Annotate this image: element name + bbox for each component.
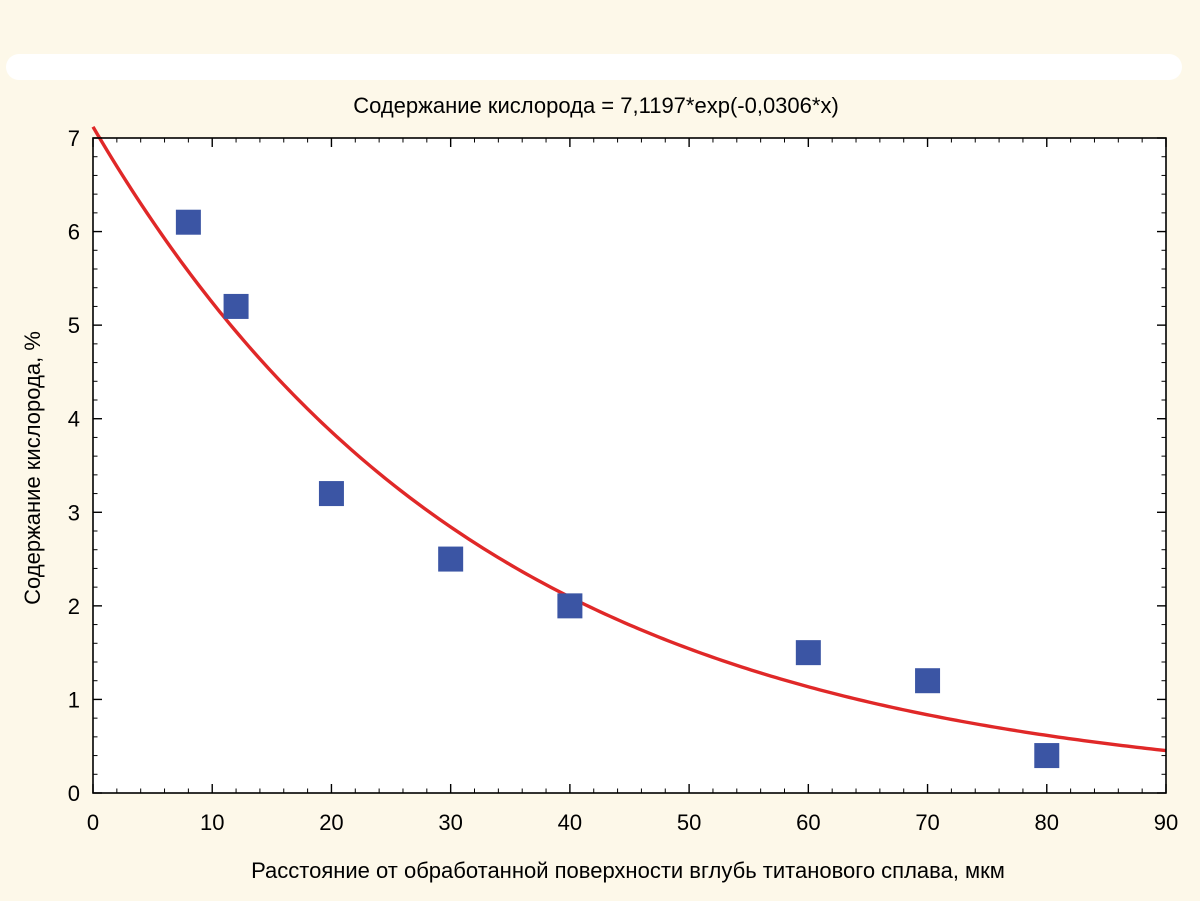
x-tick-label: 50 [677,810,701,835]
fit-layer [91,125,1167,753]
y-tick-label: 6 [68,220,80,245]
plot-frame [92,137,1167,794]
header-band [6,54,1182,80]
chart-title: Содержание кислорода = 7,1197*exp(-0,030… [353,93,839,118]
data-point [175,209,201,235]
y-axis-label: Содержание кислорода, % [20,331,45,605]
x-tick-label: 10 [200,810,224,835]
data-point [557,593,583,619]
x-tick-label: 70 [915,810,939,835]
data-point [915,668,941,694]
data-point [223,293,249,319]
x-tick-label: 0 [87,810,99,835]
x-tick-label: 20 [319,810,343,835]
x-tick-labels: 0 10 20 30 40 50 60 70 80 90 [87,810,1178,835]
y-tick-label: 0 [68,781,80,806]
x-tick-label: 40 [558,810,582,835]
data-point [795,640,821,666]
y-tick-label: 2 [68,594,80,619]
fit-curve [91,125,1167,753]
x-tick-label: 60 [796,810,820,835]
x-axis-label: Расстояние от обработанной поверхности в… [251,858,1005,883]
y-tick-label: 3 [68,500,80,525]
y-tick-labels: 0 1 2 3 4 5 6 7 [68,126,80,806]
y-tick-label: 1 [68,687,80,712]
x-tick-label: 30 [438,810,462,835]
plot-area [93,138,1166,793]
data-point [318,481,344,507]
y-tick-label: 7 [68,126,80,151]
points-layer [175,209,1060,769]
data-point [1034,743,1060,769]
y-tick-label: 4 [68,407,80,432]
data-point [438,546,464,572]
x-tick-label: 80 [1035,810,1059,835]
y-tick-label: 5 [68,313,80,338]
x-tick-label: 90 [1154,810,1178,835]
